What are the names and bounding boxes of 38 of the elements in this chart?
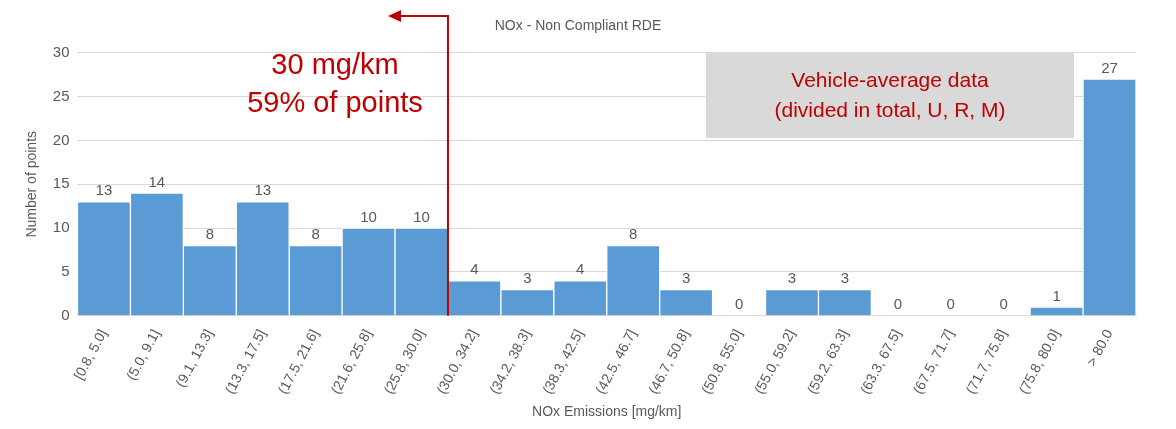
y-tick-label: 10 xyxy=(52,218,70,236)
annotation: Vehicle-average data xyxy=(791,67,989,93)
data-label: 8 xyxy=(629,225,638,243)
data-label: 4 xyxy=(576,260,585,278)
data-label: 10 xyxy=(360,207,377,225)
data-label: 13 xyxy=(95,181,113,199)
data-label: 8 xyxy=(311,225,320,243)
y-tick-label: 30 xyxy=(52,42,70,60)
y-tick-label: 15 xyxy=(52,174,70,192)
data-label: 0 xyxy=(734,295,744,313)
annotation: (divided in total, U, R, M) xyxy=(774,97,1006,123)
chart-title: NOx - Non Compliant RDE xyxy=(494,17,662,34)
data-label: 13 xyxy=(254,181,272,199)
y-tick-label: 25 xyxy=(52,86,70,104)
data-label: 10 xyxy=(413,207,430,225)
y-tick-label: 0 xyxy=(61,305,70,323)
x-tick-label: (5.0, 9.1] xyxy=(122,326,163,383)
text-box: Vehicle-average data (divided in total, U, R, M) xyxy=(706,52,1074,138)
x-axis-title: NOx Emissions [mg/km] xyxy=(532,403,682,420)
annotation: 30 mg/km xyxy=(270,48,400,81)
data-label: 8 xyxy=(205,225,214,243)
y-axis-title: Number of points xyxy=(23,130,40,238)
data-label: 0 xyxy=(999,295,1008,313)
data-label: 1 xyxy=(1052,286,1061,304)
x-tick-label: > 80.0 xyxy=(1083,326,1116,369)
data-label: 3 xyxy=(787,269,797,287)
data-label: 4 xyxy=(470,260,479,278)
x-tick-label: [0.8, 5.0] xyxy=(70,326,110,383)
y-tick-label: 5 xyxy=(61,262,70,280)
data-label: 0 xyxy=(946,295,955,313)
data-label: 0 xyxy=(893,295,903,313)
y-tick-label: 20 xyxy=(52,130,70,148)
data-label: 14 xyxy=(148,172,166,190)
annotation: 59% of points xyxy=(246,86,424,119)
data-label: 3 xyxy=(523,269,532,287)
data-label: 3 xyxy=(840,269,850,287)
data-label: 27 xyxy=(1101,58,1118,76)
data-label: 3 xyxy=(681,269,691,287)
